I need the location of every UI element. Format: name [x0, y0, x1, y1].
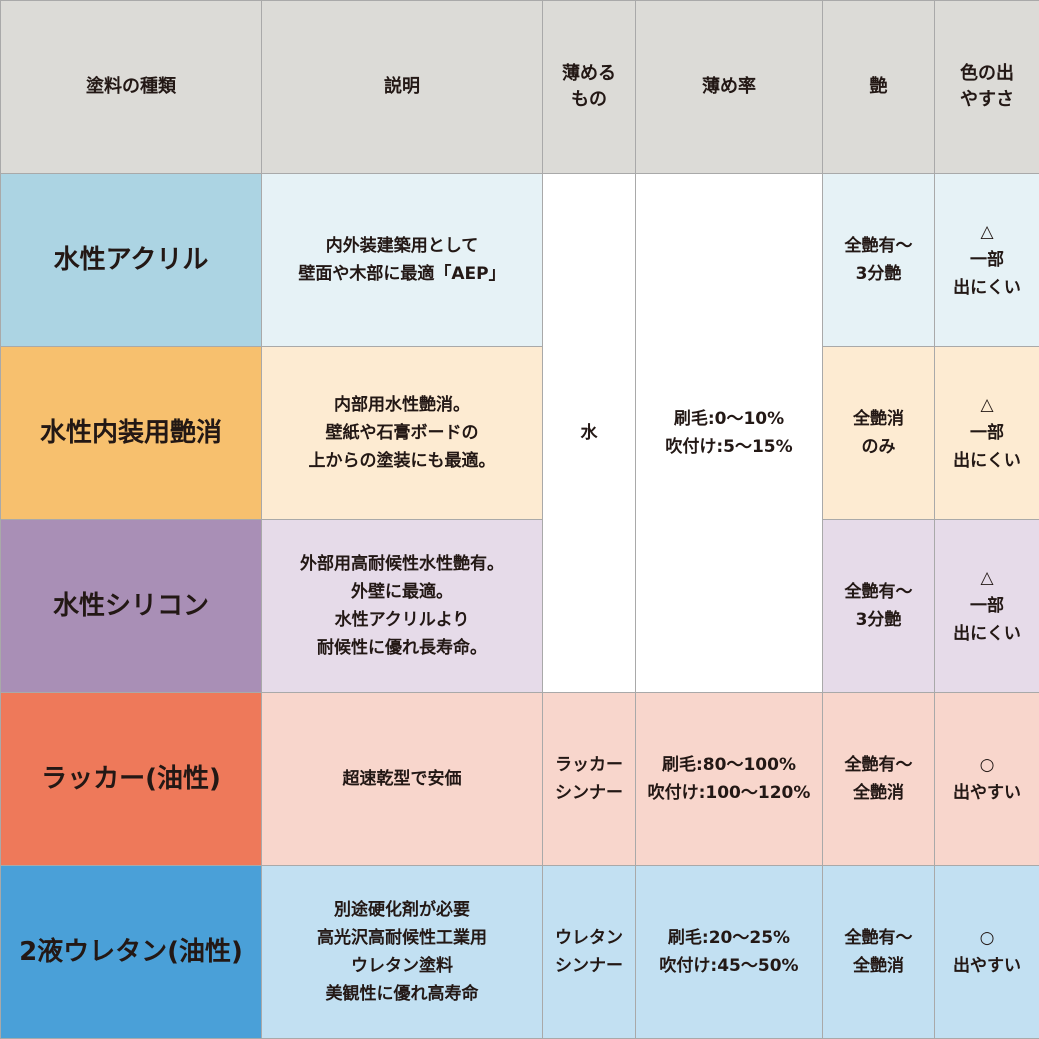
header-thinner: 薄める もの — [542, 0, 636, 174]
paint-name: 水性シリコン — [0, 519, 262, 693]
paint-color-ease: △ 一部 出にくい — [934, 519, 1039, 693]
paint-gloss: 全艶有〜 全艶消 — [822, 865, 935, 1039]
paint-thinner: ラッカー シンナー — [542, 692, 636, 866]
paint-thinning-ratio: 刷毛:20〜25% 吹付け:45〜50% — [635, 865, 823, 1039]
paint-gloss: 全艶消 のみ — [822, 346, 935, 520]
paint-description: 超速乾型で安価 — [261, 692, 543, 866]
paint-color-ease: ○ 出やすい — [934, 865, 1039, 1039]
paint-thinning-ratio: 刷毛:80〜100% 吹付け:100〜120% — [635, 692, 823, 866]
paint-gloss: 全艶有〜 全艶消 — [822, 692, 935, 866]
paint-name: 水性アクリル — [0, 173, 262, 347]
paint-thinner: ウレタン シンナー — [542, 865, 636, 1039]
paint-description: 内外装建築用として 壁面や木部に最適「AEP」 — [261, 173, 543, 347]
paint-description: 内部用水性艶消。 壁紙や石膏ボードの 上からの塗装にも最適。 — [261, 346, 543, 520]
paint-gloss: 全艶有〜 3分艶 — [822, 519, 935, 693]
paint-description: 外部用高耐候性水性艶有。 外壁に最適。 水性アクリルより 耐候性に優れ長寿命。 — [261, 519, 543, 693]
paint-description: 別途硬化剤が必要 高光沢高耐候性工業用 ウレタン塗料 美観性に優れ高寿命 — [261, 865, 543, 1039]
header-color-ease: 色の出 やすさ — [934, 0, 1039, 174]
paint-color-ease: △ 一部 出にくい — [934, 173, 1039, 347]
table-row: 水性内装用艶消 内部用水性艶消。 壁紙や石膏ボードの 上からの塗装にも最適。 全… — [0, 346, 1039, 520]
table-row: ラッカー(油性) 超速乾型で安価 ラッカー シンナー 刷毛:80〜100% 吹付… — [0, 692, 1039, 866]
shared-thinning-ratio: 刷毛:0〜10% 吹付け:5〜15% — [635, 173, 823, 693]
paint-color-ease: △ 一部 出にくい — [934, 346, 1039, 520]
header-thinning-ratio: 薄め率 — [635, 0, 823, 174]
shared-thinner: 水 — [542, 173, 636, 693]
table-row: 水性アクリル 内外装建築用として 壁面や木部に最適「AEP」 水 刷毛:0〜10… — [0, 173, 1039, 693]
header-paint-type: 塗料の種類 — [0, 0, 262, 174]
paint-color-ease: ○ 出やすい — [934, 692, 1039, 866]
table-row: 2液ウレタン(油性) 別途硬化剤が必要 高光沢高耐候性工業用 ウレタン塗料 美観… — [0, 865, 1039, 1039]
paint-gloss: 全艶有〜 3分艶 — [822, 173, 935, 347]
header-description: 説明 — [261, 0, 543, 174]
header-gloss: 艶 — [822, 0, 935, 174]
table-row: 水性シリコン 外部用高耐候性水性艶有。 外壁に最適。 水性アクリルより 耐候性に… — [0, 519, 1039, 693]
paint-name: ラッカー(油性) — [0, 692, 262, 866]
header-row: 塗料の種類 説明 薄める もの 薄め率 艶 色の出 やすさ — [0, 0, 1039, 174]
paint-name: 2液ウレタン(油性) — [0, 865, 262, 1039]
paint-name: 水性内装用艶消 — [0, 346, 262, 520]
